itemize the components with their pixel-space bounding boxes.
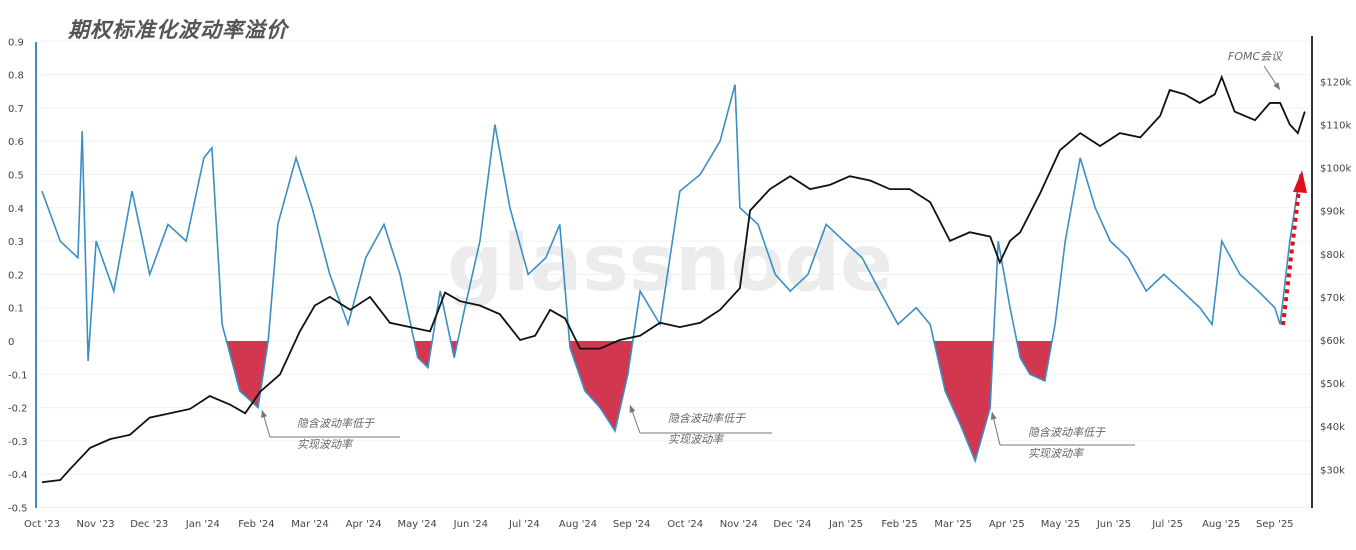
volatility-premium-line — [41, 84, 1306, 464]
x-tick-label: Jan '25 — [828, 519, 863, 530]
annotation-text: 隐含波动率低于 — [297, 417, 375, 430]
x-tick-label: Apr '25 — [989, 519, 1025, 530]
y-right-tick-label: $110k — [1320, 121, 1351, 132]
y-left-tick-label: 0.2 — [8, 270, 24, 281]
x-tick-label: Dec '23 — [130, 519, 168, 530]
y-left-tick-label: -0.3 — [8, 437, 28, 448]
annotation-text: 隐含波动率低于 — [1028, 426, 1106, 439]
x-tick-label: Dec '24 — [773, 519, 811, 530]
y-right-tick-label: $40k — [1320, 422, 1345, 433]
annotation-text: 实现波动率 — [668, 433, 725, 446]
y-left-tick-label: 0.7 — [8, 104, 24, 115]
y-left-tick-label: -0.5 — [8, 504, 28, 515]
x-tick-label: Oct '23 — [24, 519, 60, 530]
y-right-tick-label: $50k — [1320, 379, 1345, 390]
x-tick-label: Sep '24 — [613, 519, 651, 530]
x-tick-label: Aug '24 — [559, 519, 597, 530]
y-right-tick-label: $90k — [1320, 207, 1345, 218]
x-tick-label: Nov '24 — [720, 519, 758, 530]
y-left-tick-label: 0.3 — [8, 237, 24, 248]
y-left-tick-label: 0.1 — [8, 304, 24, 315]
x-tick-label: Feb '24 — [238, 519, 274, 530]
watermark: glassnode — [447, 219, 893, 309]
annotation-arrow-head — [261, 410, 268, 418]
x-tick-label: May '25 — [1041, 519, 1080, 530]
y-right-tick-label: $30k — [1320, 465, 1345, 476]
annotation-arrow-head — [990, 412, 997, 420]
y-right-tick-label: $70k — [1320, 293, 1345, 304]
y-right-tick-label: $60k — [1320, 336, 1345, 347]
annotation-text: 实现波动率 — [1028, 447, 1085, 460]
y-left-tick-label: -0.4 — [8, 470, 28, 481]
x-tick-label: Oct '24 — [667, 519, 703, 530]
fomc-annotation-text: FOMC会议 — [1228, 50, 1284, 63]
x-tick-label: Mar '25 — [934, 519, 972, 530]
trend-arrow-head — [1293, 170, 1307, 193]
x-tick-label: Feb '25 — [881, 519, 917, 530]
y-right-tick-label: $120k — [1320, 77, 1351, 88]
x-tick-label: Apr '24 — [346, 519, 382, 530]
y-left-tick-label: 0.5 — [8, 171, 24, 182]
x-tick-label: Jan '24 — [185, 519, 220, 530]
x-tick-label: Jun '24 — [453, 519, 488, 530]
y-left-tick-label: 0 — [8, 337, 14, 348]
x-tick-label: Jun '25 — [1096, 519, 1131, 530]
y-left-tick-label: -0.1 — [8, 370, 28, 381]
x-tick-label: Jul '24 — [508, 519, 540, 530]
annotation-text: 隐含波动率低于 — [668, 412, 746, 425]
y-right-tick-label: $80k — [1320, 250, 1345, 261]
negative-premium-fill — [42, 341, 1305, 461]
x-tick-label: Aug '25 — [1202, 519, 1240, 530]
y-left-tick-label: 0.4 — [8, 204, 24, 215]
btc-price-line — [41, 74, 1306, 484]
trend-arrow-line — [1281, 189, 1301, 326]
x-tick-label: Mar '24 — [291, 519, 329, 530]
y-left-tick-label: 0.9 — [8, 37, 24, 48]
annotation-arrow-head — [629, 405, 636, 413]
x-tick-label: Sep '25 — [1256, 519, 1294, 530]
chart-title: 期权标准化波动率溢价 — [68, 18, 288, 42]
y-left-tick-label: 0.6 — [8, 137, 24, 148]
x-tick-label: Nov '23 — [77, 519, 115, 530]
y-right-tick-label: $100k — [1320, 164, 1351, 175]
y-left-tick-label: 0.8 — [8, 71, 24, 82]
x-tick-label: May '24 — [398, 519, 437, 530]
annotation-text: 实现波动率 — [297, 438, 354, 451]
fomc-arrow-head — [1273, 82, 1280, 90]
x-tick-label: Jul '25 — [1151, 519, 1183, 530]
y-left-tick-label: -0.2 — [8, 404, 28, 415]
